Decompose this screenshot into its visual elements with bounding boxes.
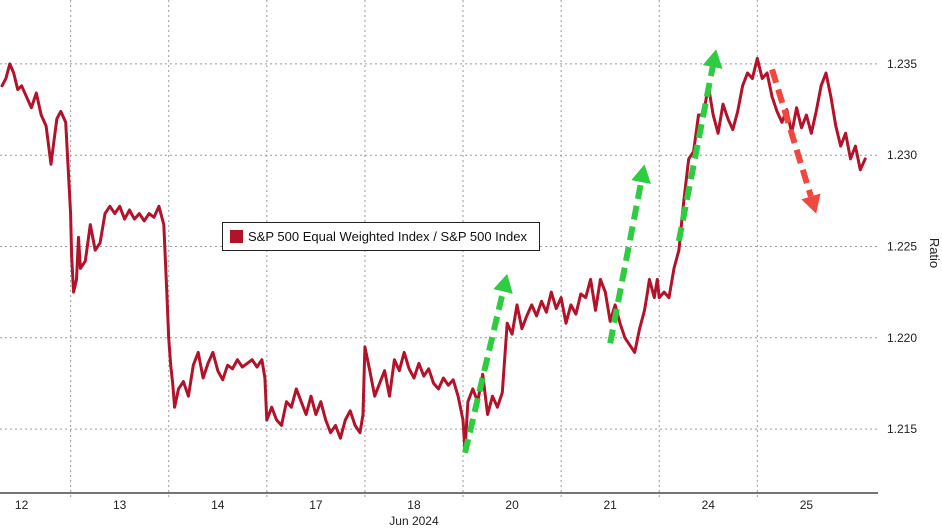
y-tick-label: 1.235 (887, 57, 917, 71)
series-layer (0, 56, 867, 453)
x-tick-label: 18 (407, 498, 421, 512)
arrow-head (801, 193, 821, 214)
y-tick-label: 1.215 (887, 422, 917, 436)
y-axis-label: Ratio (927, 238, 942, 268)
x-tick-label: 13 (113, 498, 127, 512)
x-tick-label: 21 (604, 498, 618, 512)
arrow-shaft (462, 290, 506, 454)
x-tick-label: 14 (211, 498, 225, 512)
x-tick-label: 17 (309, 498, 323, 512)
x-tick-label: 12 (15, 498, 29, 512)
green-trend-arrow (675, 49, 723, 242)
arrow-head (493, 273, 513, 294)
arrow-shaft (769, 68, 814, 198)
y-tick-label: 1.225 (887, 240, 917, 254)
arrow-shaft (607, 181, 645, 344)
legend-entry-label: S&P 500 Equal Weighted Index / S&P 500 I… (248, 229, 527, 244)
x-axis-month-label: Jun 2024 (389, 514, 439, 528)
arrow-head (631, 164, 651, 184)
series-line (0, 56, 867, 453)
y-tick-label: 1.220 (887, 331, 917, 345)
x-tick-label: 20 (505, 498, 519, 512)
green-trend-arrow (462, 273, 513, 454)
legend: S&P 500 Equal Weighted Index / S&P 500 I… (222, 222, 540, 251)
green-trend-arrow (607, 164, 651, 344)
y-tick-label: 1.230 (887, 148, 917, 162)
legend-swatch (230, 230, 243, 243)
arrow-shaft (675, 66, 716, 242)
x-tick-label: 25 (800, 498, 814, 512)
annotation-arrows (462, 49, 821, 454)
arrow-head (702, 49, 723, 69)
red-trend-arrow (769, 68, 821, 214)
y-axis-ticks: 1.215 1.220 1.225 1.230 1.235 (887, 57, 917, 436)
x-tick-label: 24 (702, 498, 716, 512)
x-axis-ticks: 12 13 14 17 18 20 21 24 25 (15, 498, 813, 512)
horizontal-gridlines (0, 63, 878, 430)
